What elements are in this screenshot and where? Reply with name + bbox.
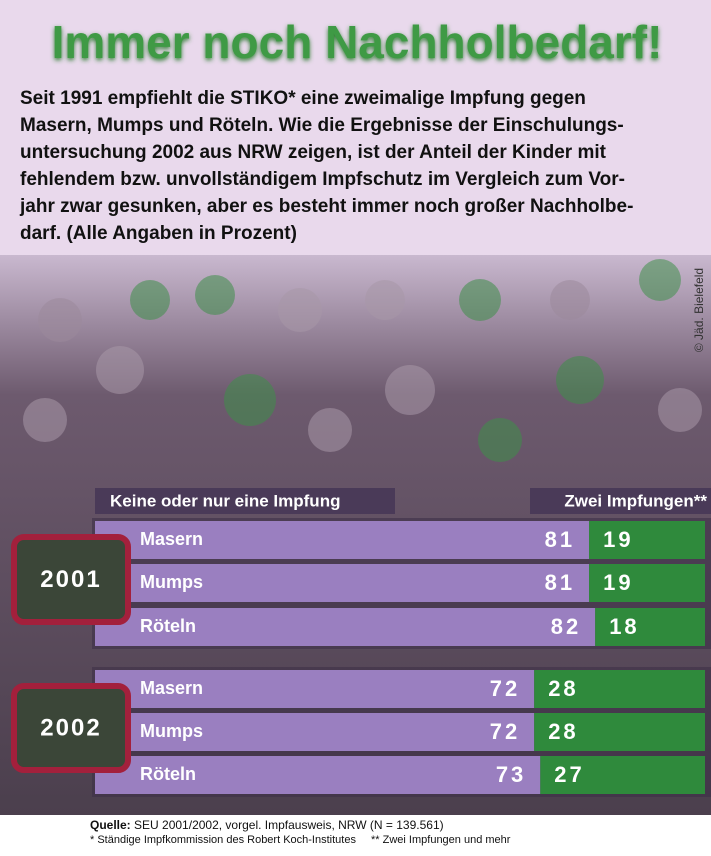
footer-bg bbox=[0, 815, 711, 851]
value-label: 81 bbox=[545, 527, 575, 552]
chart-title: Immer noch Nachholbedarf! bbox=[52, 16, 663, 68]
footnotes: * Ständige Impfkommission des Robert Koc… bbox=[90, 834, 511, 846]
bar-segment bbox=[589, 521, 705, 559]
value-label: 28 bbox=[548, 676, 578, 701]
subtitle-line: Masern, Mumps und Röteln. Wie die Ergebn… bbox=[20, 115, 624, 136]
source-label: Quelle: bbox=[90, 818, 131, 832]
legend-bar bbox=[95, 488, 395, 514]
bar-segment bbox=[95, 713, 535, 751]
value-label: 72 bbox=[490, 719, 520, 744]
value-label: 73 bbox=[496, 762, 526, 787]
subtitle-line: untersuchung 2002 aus NRW zeigen, ist de… bbox=[20, 142, 607, 163]
year-box bbox=[11, 534, 131, 625]
bar-segment bbox=[595, 608, 705, 646]
value-label: 72 bbox=[490, 676, 520, 701]
title-glow: Immer noch Nachholbedarf! bbox=[52, 18, 663, 70]
value-label: 19 bbox=[603, 570, 633, 595]
bar-segment bbox=[95, 670, 535, 708]
bar-segment bbox=[95, 756, 541, 794]
legend-bar bbox=[530, 488, 711, 514]
subtitle-line: jahr zwar gesunken, aber es besteht imme… bbox=[19, 196, 633, 217]
footnote: ** Zwei Impfungen und mehr bbox=[371, 834, 511, 846]
photo-figures bbox=[23, 259, 702, 462]
bar-segment bbox=[534, 670, 705, 708]
bar-segment bbox=[540, 756, 705, 794]
value-label: 28 bbox=[548, 719, 578, 744]
category-label: Mumps bbox=[140, 721, 203, 741]
value-label: 27 bbox=[554, 762, 584, 787]
footnote: * Ständige Impfkommission des Robert Koc… bbox=[90, 834, 356, 846]
legend-label: Keine oder nur eine Impfung bbox=[110, 491, 340, 510]
category-label: Masern bbox=[140, 678, 203, 698]
source: Quelle: SEU 2001/2002, vorgel. Impfauswe… bbox=[90, 818, 444, 832]
subtitle-line: darf. (Alle Angaben in Prozent) bbox=[20, 223, 297, 244]
source-text: SEU 2001/2002, vorgel. Impfausweis, NRW … bbox=[134, 818, 444, 832]
legend-label: Zwei Impfungen** bbox=[564, 491, 707, 510]
value-label: 82 bbox=[551, 614, 581, 639]
category-label: Röteln bbox=[140, 616, 196, 636]
bar-segment bbox=[589, 564, 705, 602]
bar-segment bbox=[95, 564, 590, 602]
photo-credit: © Jäd. Bielefeld bbox=[692, 268, 706, 352]
value-label: 81 bbox=[545, 570, 575, 595]
year-label: 2002 bbox=[40, 714, 101, 741]
subtitle-line: fehlendem bzw. unvollständigem Impfschut… bbox=[20, 169, 625, 190]
category-label: Masern bbox=[140, 529, 203, 549]
subtitle-line: Seit 1991 empfiehlt die STIKO* eine zwei… bbox=[20, 88, 586, 109]
value-label: 18 bbox=[609, 614, 639, 639]
bar-segment bbox=[95, 521, 590, 559]
year-box bbox=[11, 683, 131, 773]
category-label: Röteln bbox=[140, 764, 196, 784]
bar-segment bbox=[534, 713, 705, 751]
year-label: 2001 bbox=[40, 566, 101, 593]
category-label: Mumps bbox=[140, 572, 203, 592]
bar-segment bbox=[95, 608, 596, 646]
value-label: 19 bbox=[603, 527, 633, 552]
